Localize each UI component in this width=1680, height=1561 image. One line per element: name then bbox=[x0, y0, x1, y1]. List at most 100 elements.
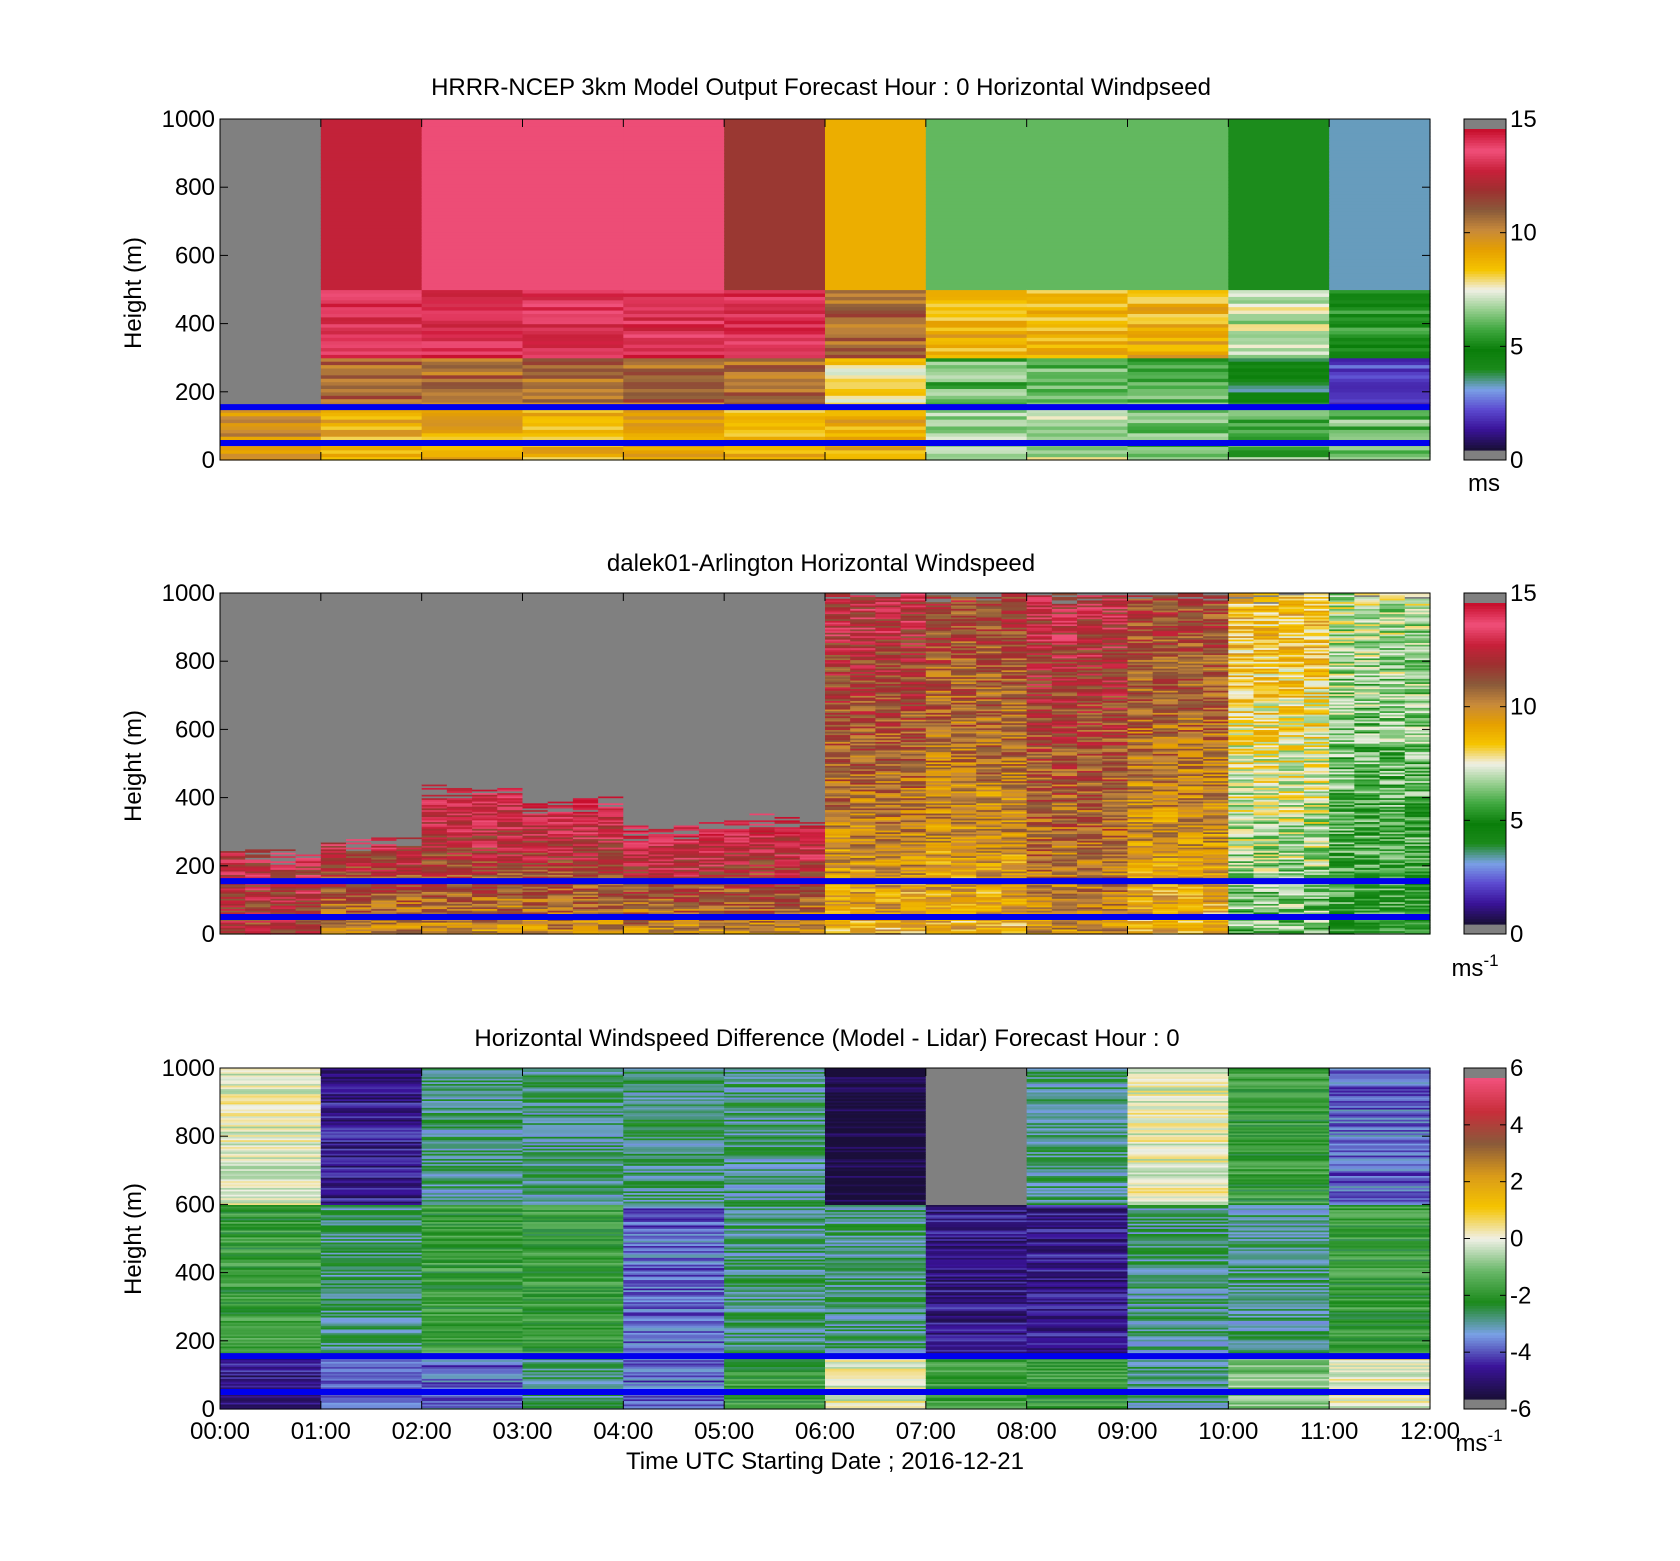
heatmap-cell bbox=[522, 748, 549, 751]
heatmap-cell bbox=[371, 671, 398, 674]
heatmap-cell bbox=[522, 729, 549, 732]
heatmap-cell bbox=[547, 843, 574, 846]
heatmap-cell bbox=[446, 789, 473, 792]
heatmap-cell bbox=[270, 661, 297, 664]
heatmap-cell bbox=[295, 656, 322, 659]
heatmap-cell bbox=[346, 910, 372, 913]
heatmap-cell bbox=[371, 714, 398, 717]
heatmap-cell bbox=[220, 804, 246, 807]
heatmap-cell bbox=[623, 419, 725, 424]
heatmap-cell bbox=[598, 896, 624, 899]
heatmap-cell bbox=[396, 734, 423, 737]
heatmap-cell bbox=[320, 821, 347, 824]
heatmap-cell bbox=[497, 766, 524, 770]
heatmap-cell bbox=[371, 618, 398, 621]
heatmap-cell bbox=[245, 736, 272, 739]
heatmap-cell bbox=[346, 662, 372, 666]
heatmap-cell bbox=[295, 639, 322, 642]
heatmap-cell bbox=[522, 671, 549, 674]
heatmap-cell bbox=[320, 258, 423, 263]
heatmap-cell bbox=[572, 843, 599, 846]
heatmap-cell bbox=[547, 799, 574, 802]
heatmap-cell bbox=[446, 843, 473, 846]
heatmap-cell bbox=[421, 361, 524, 366]
heatmap-cell bbox=[295, 621, 322, 625]
heatmap-cell bbox=[346, 922, 372, 925]
heatmap-cell bbox=[522, 806, 549, 809]
heatmap-cell bbox=[421, 176, 524, 181]
heatmap-cell bbox=[623, 149, 725, 154]
heatmap-cell bbox=[1127, 354, 1229, 359]
heatmap-cell bbox=[421, 231, 524, 236]
heatmap-cell bbox=[825, 419, 927, 424]
heatmap-cell bbox=[220, 896, 246, 899]
heatmap-cell bbox=[724, 378, 826, 383]
heatmap-cell bbox=[547, 818, 574, 821]
heatmap-cell bbox=[1127, 367, 1229, 372]
heatmap-cell bbox=[497, 848, 524, 852]
heatmap-cell bbox=[497, 922, 524, 925]
heatmap-cell bbox=[371, 867, 398, 870]
heatmap-cell bbox=[320, 337, 423, 342]
heatmap-cell bbox=[270, 922, 297, 925]
heatmap-cell bbox=[396, 596, 423, 599]
heatmap-cell bbox=[497, 635, 524, 638]
heatmap-cell bbox=[295, 853, 322, 857]
heatmap-cell bbox=[421, 685, 448, 688]
heatmap-cell bbox=[547, 886, 574, 889]
colorbar-step bbox=[1464, 369, 1506, 374]
heatmap-cell bbox=[421, 751, 448, 754]
heatmap-cell bbox=[421, 197, 524, 202]
heatmap-cell bbox=[1228, 238, 1330, 243]
heatmap-cell bbox=[421, 650, 448, 654]
heatmap-cell bbox=[446, 833, 473, 836]
heatmap-cell bbox=[522, 606, 549, 609]
heatmap-cell bbox=[925, 323, 1028, 328]
heatmap-cell bbox=[295, 884, 322, 887]
heatmap-cell bbox=[1329, 122, 1431, 127]
heatmap-cell bbox=[1026, 255, 1129, 260]
heatmap-cell bbox=[220, 691, 246, 695]
heatmap-cell bbox=[522, 364, 624, 369]
heatmap-cell bbox=[547, 661, 574, 664]
heatmap-cell bbox=[270, 765, 297, 768]
heatmap-cell bbox=[396, 848, 423, 852]
heatmap-cell bbox=[270, 766, 297, 770]
heatmap-cell bbox=[346, 773, 372, 777]
heatmap-cell bbox=[825, 408, 927, 413]
heatmap-cell bbox=[295, 736, 322, 739]
heatmap-cell bbox=[346, 862, 372, 865]
heatmap-cell bbox=[421, 632, 448, 635]
heatmap-cell bbox=[572, 708, 599, 712]
heatmap-cell bbox=[270, 932, 297, 935]
heatmap-cell bbox=[572, 823, 599, 826]
heatmap-cell bbox=[1127, 228, 1229, 233]
colorbar-step bbox=[1464, 302, 1506, 307]
heatmap-cell bbox=[825, 333, 927, 338]
heatmap-cell bbox=[320, 395, 423, 400]
heatmap-cell bbox=[446, 925, 473, 928]
heatmap-cell bbox=[472, 662, 498, 666]
heatmap-cell bbox=[320, 608, 347, 611]
heatmap-cell bbox=[572, 698, 599, 702]
heatmap-cell bbox=[346, 760, 372, 763]
heatmap-cell bbox=[396, 620, 423, 623]
heatmap-cell bbox=[547, 893, 574, 896]
heatmap-cell bbox=[547, 795, 574, 799]
heatmap-cell bbox=[245, 657, 272, 661]
heatmap-cell bbox=[371, 698, 398, 702]
heatmap-cell bbox=[522, 903, 549, 906]
heatmap-cell bbox=[320, 789, 347, 792]
heatmap-cell bbox=[220, 596, 246, 599]
heatmap-cell bbox=[320, 190, 423, 195]
heatmap-cell bbox=[295, 889, 322, 892]
heatmap-cell bbox=[547, 876, 574, 879]
heatmap-cell bbox=[925, 132, 1028, 137]
heatmap-cell bbox=[220, 289, 322, 294]
heatmap-cell bbox=[497, 889, 524, 892]
heatmap-cell bbox=[220, 659, 246, 662]
heatmap-cell bbox=[320, 799, 347, 802]
heatmap-cell bbox=[421, 286, 524, 291]
heatmap-cell bbox=[472, 644, 498, 647]
heatmap-cell bbox=[1026, 238, 1129, 243]
